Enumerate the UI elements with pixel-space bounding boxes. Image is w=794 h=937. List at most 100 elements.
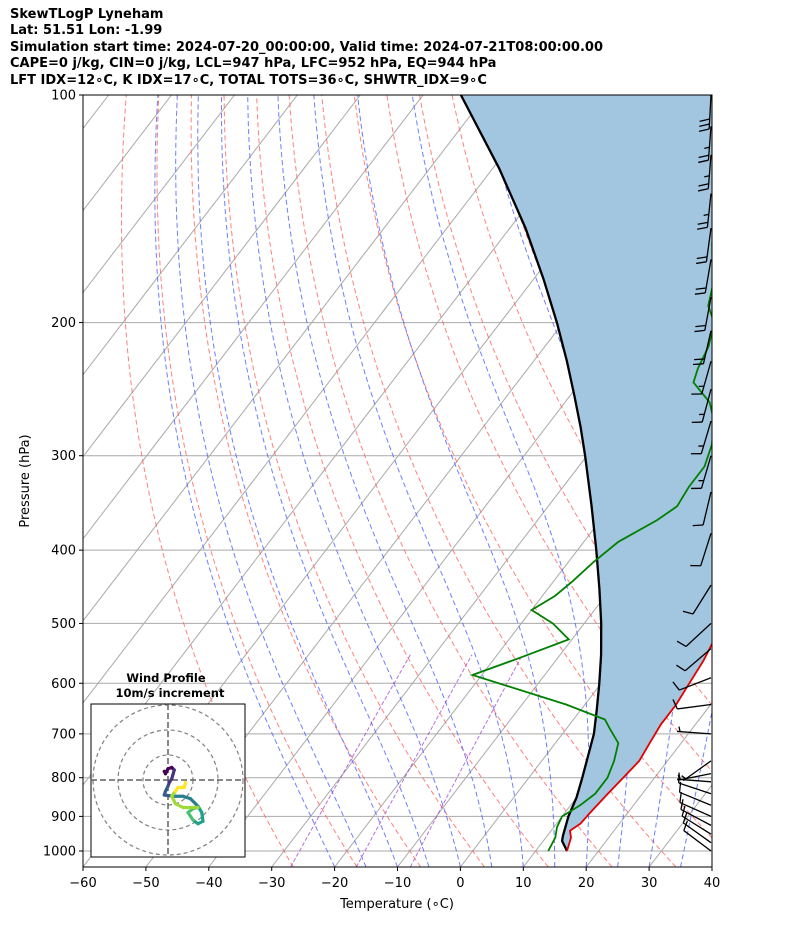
y-tick-label: 100 (51, 89, 76, 104)
wind-barb (692, 491, 712, 527)
simulation-times: Simulation start time: 2024-07-20_00:00:… (10, 39, 603, 55)
hodograph-inset: Wind Profile 10m/s increment (90, 671, 246, 858)
isotherm (775, 95, 794, 867)
isotherm (585, 702, 712, 867)
dry-adiabat (386, 95, 712, 772)
x-tick-label: −30 (258, 876, 285, 891)
wind-barb (690, 533, 712, 567)
wind-barb (677, 772, 712, 781)
cin-shading (460, 95, 712, 851)
mixing-ratio-line (290, 654, 411, 867)
dry-adiabat (321, 95, 677, 867)
isotherm (460, 537, 712, 867)
dry-adiabat (353, 95, 712, 839)
isotherm (271, 291, 712, 867)
x-tick-label: 30 (641, 876, 658, 891)
y-tick-label: 1000 (43, 844, 76, 859)
wind-barb (698, 94, 712, 133)
wind-barb (680, 799, 712, 826)
dry-adiabat (121, 95, 294, 867)
wind-barb (691, 361, 712, 395)
y-tick-label: 800 (51, 771, 76, 786)
cape-cin-levels: CAPE=0 j/kg, CIN=0 j/kg, LCL=947 hPa, LF… (10, 56, 497, 72)
isotherm (83, 95, 550, 704)
wind-barb (677, 726, 712, 735)
dry-adiabat (713, 95, 794, 867)
moist-adiabat (357, 95, 556, 867)
x-tick-label: −20 (321, 876, 348, 891)
wind-barb (691, 455, 712, 490)
wind-barb (691, 389, 712, 424)
wind-barb (679, 792, 712, 817)
y-axis-label: Pressure (hPa) (18, 434, 33, 527)
chart-header: SkewTLogP Lyneham Lat: 51.51 Lon: -1.99 … (10, 7, 603, 89)
isotherm (83, 95, 487, 622)
y-tick-label: 600 (51, 677, 76, 692)
y-tick-label: 200 (51, 316, 76, 331)
moist-adiabat (221, 95, 430, 867)
isotherm (83, 95, 424, 540)
wind-barb (682, 584, 712, 615)
wind-barb (683, 820, 712, 852)
dry-adiabat (451, 95, 712, 640)
x-tick-label: −60 (69, 876, 96, 891)
hodograph-subtitle: 10m/s increment (116, 686, 225, 700)
hodograph-segment (182, 780, 188, 790)
station-coordinates: Lat: 51.51 Lon: -1.99 (10, 23, 163, 39)
dry-adiabat (288, 95, 613, 867)
x-tick-label: −10 (384, 876, 411, 891)
temperature-line (566, 641, 712, 852)
hodograph-title: Wind Profile (126, 671, 206, 685)
station-title: SkewTLogP Lyneham (10, 7, 164, 22)
x-tick-label: 10 (515, 876, 532, 891)
x-axis-label: Temperature (∘C) (339, 897, 454, 912)
hodograph-segment (188, 797, 200, 808)
dewpoint-line (469, 242, 712, 852)
wind-barb (695, 228, 712, 265)
dry-adiabat (256, 95, 549, 867)
moist-adiabat (711, 864, 712, 867)
moist-adiabat (411, 95, 590, 867)
moist-adiabat (247, 95, 461, 867)
dry-adiabat (778, 95, 794, 867)
dry-adiabat (156, 95, 358, 867)
y-tick-label: 500 (51, 617, 76, 632)
x-tick-label: 20 (578, 876, 595, 891)
wind-barb (672, 677, 712, 691)
wind-barb (690, 420, 712, 455)
dry-adiabat (223, 95, 485, 867)
mixing-ratio-line (355, 654, 473, 867)
isotherm (83, 95, 235, 294)
moist-adiabat (313, 95, 524, 867)
y-tick-label: 700 (51, 727, 76, 742)
wind-barb (672, 699, 712, 710)
moist-adiabat (154, 95, 336, 867)
dry-adiabat (745, 95, 794, 867)
mixing-ratio-line (409, 654, 523, 867)
wind-barb (681, 760, 712, 782)
wind-barb (678, 772, 712, 795)
moist-adiabat (197, 95, 398, 867)
x-tick-label: −40 (195, 876, 222, 891)
moist-adiabat (175, 95, 367, 867)
x-tick-label: −50 (132, 876, 159, 891)
wind-barb (676, 622, 712, 648)
x-tick-label: 0 (456, 876, 464, 891)
y-tick-label: 900 (51, 810, 76, 825)
isotherm (83, 95, 298, 376)
profile-lines (459, 95, 712, 852)
wind-barb (694, 259, 712, 295)
wind-barb (698, 126, 712, 164)
hodograph-trace (162, 765, 205, 826)
y-tick-label: 300 (51, 449, 76, 464)
y-tick-label: 400 (51, 544, 76, 559)
isotherm (711, 866, 712, 867)
wind-barb (697, 193, 712, 230)
axis-ticks: −60 −50 −40 −30 −20 −10 0 10 20 30 40 1000 900 800 700… (43, 89, 720, 892)
wind-barb (676, 648, 712, 672)
hodograph-rings (91, 704, 245, 857)
stability-indices: LFT IDX=12∘C, K IDX=17∘C, TOTAL TOTS=36∘… (10, 72, 487, 88)
wind-barb (692, 330, 712, 366)
wind-barb (694, 296, 712, 333)
